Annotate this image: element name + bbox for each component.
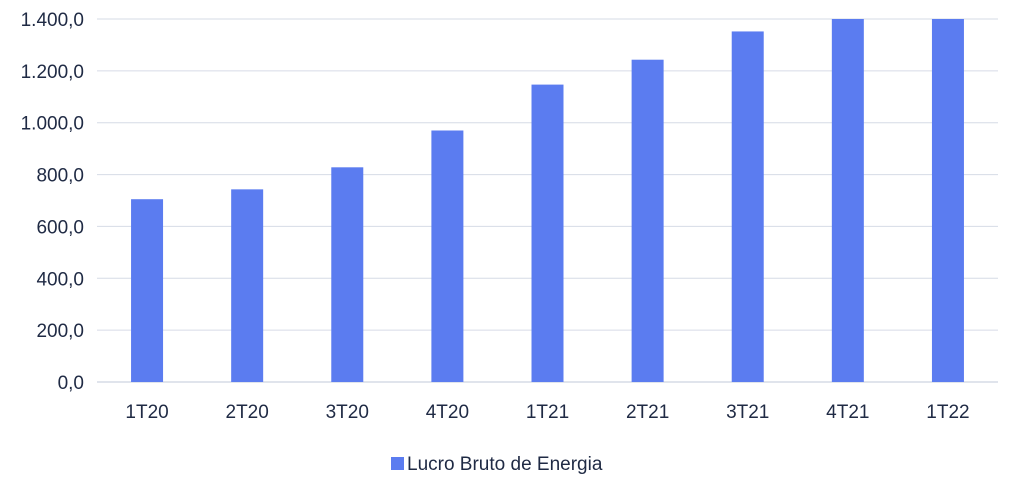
y-tick-label: 1.400,0 [21,10,84,31]
x-tick-label: 1T20 [125,402,168,423]
bar-3T20 [331,167,364,382]
y-axis-tick-labels: 0,0 200,0 400,0 600,0 800,0 1.000,0 1.200,0 1.4… [21,10,84,394]
x-tick-label: 1T21 [526,402,569,423]
bar-2T20 [231,189,264,382]
bar-2T21 [631,59,664,382]
legend: Lucro Bruto de Energia [391,454,603,475]
bar-4T21 [831,19,864,382]
y-tick-label: 200,0 [36,321,84,342]
x-tick-label: 4T21 [826,402,869,423]
y-tick-label: 400,0 [36,269,84,290]
bar-1T21 [531,84,564,382]
legend-swatch [391,457,404,470]
legend-label: Lucro Bruto de Energia [407,454,603,475]
bar-3T21 [731,31,764,383]
y-tick-label: 600,0 [36,217,84,238]
bars [131,19,964,383]
x-tick-label: 3T20 [326,402,369,423]
bar-1T22 [931,19,964,382]
x-tick-label: 4T20 [426,402,469,423]
bar-4T20 [431,130,464,382]
x-axis-tick-labels: 1T20 2T20 3T20 4T20 1T21 2T21 3T21 4T21 1T22 [125,402,969,423]
y-tick-label: 800,0 [36,166,84,187]
y-tick-label: 1.200,0 [21,62,84,83]
x-tick-label: 2T21 [626,402,669,423]
y-tick-label: 0,0 [58,373,84,394]
y-tick-label: 1.000,0 [21,114,84,135]
x-tick-label: 2T20 [226,402,269,423]
x-tick-label: 1T22 [926,402,969,423]
bar-1T20 [131,199,164,382]
x-tick-label: 3T21 [726,402,769,423]
